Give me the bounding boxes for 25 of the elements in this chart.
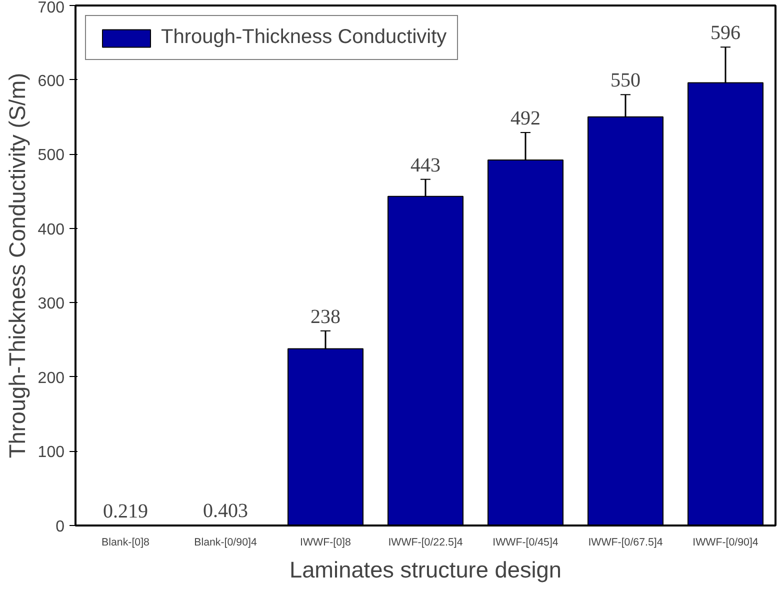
x-tick-label: IWWF-[0/67.5]4 (588, 536, 663, 548)
legend-label: Through-Thickness Conductivity (161, 26, 447, 49)
data-label: 0.403 (203, 500, 248, 522)
data-label: 550 (610, 70, 640, 92)
x-tick-label: IWWF-[0/90]4 (692, 536, 758, 548)
y-tick-label: 300 (38, 296, 65, 313)
x-tick-label: IWWF-[0/22.5]4 (388, 536, 463, 548)
data-label: 238 (310, 306, 340, 328)
y-tick-label: 200 (38, 370, 65, 387)
y-tick-label: 400 (38, 221, 65, 238)
x-tick-label: Blank-[0/90]4 (194, 536, 257, 548)
data-label: 443 (410, 154, 440, 176)
x-axis-title: Laminates structure design (289, 556, 562, 582)
x-tick-label: IWWF-[0]8 (300, 536, 352, 548)
y-tick-label: 600 (38, 72, 65, 90)
y-tick-label: 500 (38, 147, 65, 164)
x-tick-label: IWWF-[0/45]4 (492, 536, 558, 548)
y-tick-label: 100 (38, 444, 65, 462)
y-axis-title: Through-Thickness Conductivity (S/m) (4, 72, 30, 458)
y-tick-label: 0 (56, 518, 65, 536)
data-label: 596 (710, 22, 740, 44)
data-label: 492 (510, 108, 540, 130)
x-tick-label: Blank-[0]8 (102, 536, 150, 548)
data-label: 0.219 (103, 500, 148, 522)
y-tick-label: 700 (38, 0, 65, 16)
